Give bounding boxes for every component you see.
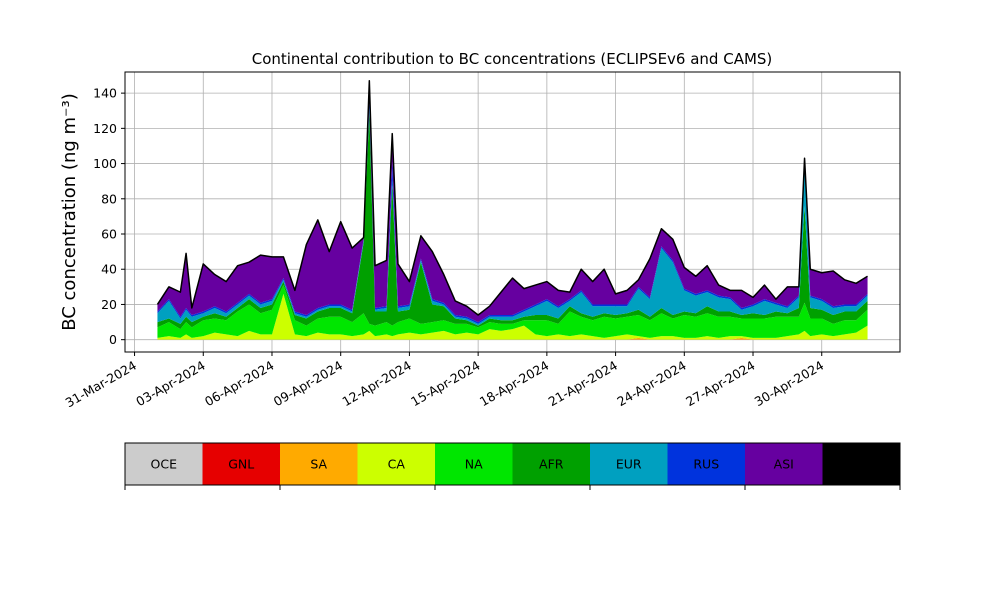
y-axis: 0 20 40 60 80 100 120 140: [93, 86, 125, 347]
colorbar-label: OCE: [151, 457, 178, 472]
colorbar-cell-gnl: [202, 443, 280, 485]
colorbar-label: AUS: [848, 457, 874, 472]
colorbar-cell-oce: [125, 443, 203, 485]
total-outline: [156, 80, 868, 316]
y-tick-label: 0: [109, 332, 117, 347]
colorbar-label: EUR: [616, 457, 642, 472]
y-tick-label: 140: [93, 86, 117, 101]
colorbar-label: CA: [388, 457, 406, 472]
y-tick-label: 20: [101, 297, 117, 312]
colorbar-label: GNL: [228, 457, 254, 472]
colorbar-label: AFR: [539, 457, 564, 472]
colorbar-label: SA: [310, 457, 327, 472]
total-line: [156, 80, 868, 316]
y-tick-label: 60: [101, 227, 117, 242]
area-na: [157, 285, 868, 338]
colorbar-cell-eur: [590, 443, 668, 485]
plot-frame: [124, 71, 901, 353]
y-tick-label: 100: [93, 156, 117, 171]
y-tick-label: 80: [101, 191, 117, 206]
colorbar-cell-rus: [667, 443, 745, 485]
colorbar-label: RUS: [693, 457, 719, 472]
colorbar-cell-asi: [745, 443, 823, 485]
area-eur: [157, 107, 868, 326]
y-tick-label: 40: [101, 262, 117, 277]
colorbar-cell-sa: [280, 443, 358, 485]
area-ca: [157, 293, 868, 340]
y-tick-label: 120: [93, 121, 117, 136]
area-asi: [157, 80, 868, 323]
y-axis-label: BC concentration (ng m⁻³): [59, 93, 80, 331]
chart-title: Continental contribution to BC concentra…: [252, 50, 773, 68]
colorbar-label: NA: [465, 457, 483, 472]
colorbar-cell-afr: [512, 443, 590, 485]
colorbar-frame: [124, 442, 901, 486]
colorbar-label: ASI: [774, 457, 794, 472]
stacked-areas: [157, 80, 868, 340]
colorbar-cell-na: [435, 443, 513, 485]
region-colorbar: OCE GNL SA CA NA AFR EUR RUS ASI AUS: [124, 442, 901, 490]
colorbar-cell-aus: [822, 443, 900, 485]
colorbar-cell-ca: [357, 443, 435, 485]
